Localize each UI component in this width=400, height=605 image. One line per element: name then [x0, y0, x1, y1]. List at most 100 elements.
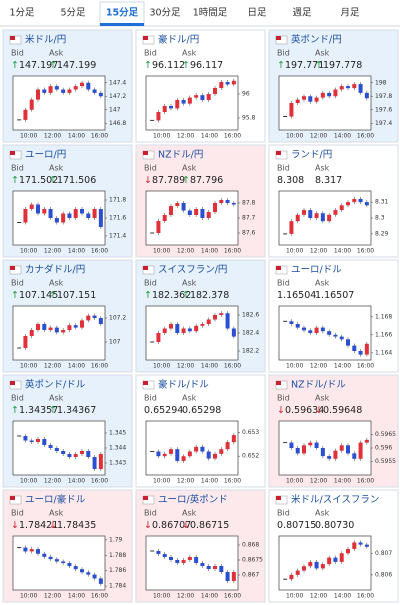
ask-value: ↑96.117	[182, 60, 223, 71]
pair-name[interactable]: ランド/円	[291, 150, 332, 161]
y-tick-label: 1.344	[109, 445, 126, 452]
candle	[67, 89, 72, 93]
x-tick-label: 16:00	[357, 363, 374, 370]
pair-name[interactable]: 豪ドル/円	[158, 34, 199, 46]
x-tick-label: 14:00	[334, 248, 351, 255]
x-tick-label: 14:00	[68, 593, 85, 600]
candle	[73, 86, 78, 90]
candle	[92, 209, 97, 218]
candle	[213, 566, 217, 569]
ask-arrow: ↓	[49, 520, 57, 531]
bid-value: ↑182.362	[144, 290, 191, 301]
chart-bg	[145, 75, 239, 131]
pair-name[interactable]: ユーロ/豪ドル	[25, 494, 86, 506]
candle	[320, 448, 325, 457]
x-tick-label: 10:00	[20, 478, 37, 485]
x-tick-label: 12:00	[310, 133, 327, 140]
candle	[42, 439, 47, 445]
x-tick-label: 14:00	[334, 363, 351, 370]
candle	[169, 106, 173, 109]
bid-value: ↑107.145	[11, 290, 58, 301]
x-tick-label: 12:00	[44, 478, 61, 485]
y-tick-label: 1.166	[375, 331, 392, 338]
candle	[339, 336, 344, 340]
y-tick-label: 1.79	[109, 536, 123, 543]
pair-name[interactable]: 豪ドル/ドル	[158, 379, 209, 391]
candle	[61, 89, 66, 93]
ask-arrow: ↑	[49, 175, 57, 186]
candle	[86, 82, 91, 90]
pair-name[interactable]: ユーロ/英ポンド	[158, 494, 228, 506]
ask-arrow: ↓	[182, 520, 190, 531]
tab[interactable]: 5分足	[60, 8, 86, 19]
ask-number: 8.317	[315, 175, 342, 186]
ask-value: 0.65298	[182, 405, 221, 416]
tab[interactable]: 月足	[340, 8, 360, 19]
tab[interactable]: 1分足	[9, 8, 35, 19]
tab[interactable]: 日足	[247, 8, 267, 19]
tab[interactable]: 15分足	[106, 7, 139, 19]
candle	[162, 328, 167, 333]
pair-name[interactable]: NZドル/円	[158, 150, 203, 161]
ask-arrow: ↑	[182, 175, 190, 186]
ask-arrow: ↑	[182, 290, 190, 301]
candle	[36, 324, 40, 330]
y-tick-label: 1.343	[109, 460, 126, 467]
ask-number: 107.151	[57, 290, 96, 301]
candle	[181, 456, 186, 461]
pair-name[interactable]: ユーロ/円	[25, 150, 66, 161]
y-tick-label: 198	[375, 79, 387, 86]
ask-number: 197.778	[323, 60, 362, 71]
candle	[219, 566, 224, 572]
bid-label: Bid	[11, 49, 24, 58]
candle	[320, 213, 325, 222]
bid-value: 8.308	[277, 175, 304, 186]
ask-label: Ask	[49, 279, 64, 288]
candle	[289, 221, 294, 234]
chart-bg	[12, 305, 106, 361]
bid-arrow: ↓	[144, 175, 152, 186]
pair-name[interactable]: 米ドル/スイスフラン	[291, 494, 379, 506]
tab[interactable]: 週足	[292, 7, 312, 19]
pair-name[interactable]: 英ポンド/ドル	[25, 379, 86, 391]
flag-mark	[10, 496, 15, 500]
pair-name[interactable]: スイスフラン/円	[158, 265, 227, 276]
flag-mark	[276, 496, 281, 500]
candle	[54, 218, 59, 223]
candle	[231, 572, 236, 581]
bid-value: 1.16504	[277, 290, 316, 301]
y-tick-label: 0.5955	[375, 458, 396, 465]
pair-name[interactable]: NZドル/ドル	[291, 380, 346, 391]
pair-name[interactable]: 米ドル/円	[25, 34, 66, 46]
pair-name[interactable]: 英ポンド/円	[291, 34, 342, 46]
tab[interactable]: 1時間足	[193, 8, 228, 19]
bid-value: ↓0.86707	[144, 520, 191, 531]
candle	[23, 109, 28, 120]
candle	[302, 210, 306, 215]
bid-label: Bid	[277, 394, 290, 403]
candle	[320, 564, 325, 569]
candle	[67, 454, 72, 457]
candle	[29, 99, 34, 110]
candle	[308, 561, 313, 567]
candle	[206, 451, 211, 459]
y-tick-label: 182.6	[242, 312, 259, 319]
bid-number: 0.65294	[144, 405, 183, 416]
ask-number: 0.59648	[323, 405, 362, 416]
tab[interactable]: 30分足	[149, 8, 181, 19]
candle	[289, 442, 294, 448]
bid-arrow: ↓	[11, 520, 19, 531]
pair-name[interactable]: ユーロ/ドル	[291, 265, 342, 276]
ask-label: Ask	[182, 279, 197, 288]
candle	[213, 315, 217, 320]
y-tick-label: 197.8	[375, 93, 392, 100]
x-tick-label: 10:00	[286, 133, 303, 140]
pair-name[interactable]: カナダドル/円	[25, 264, 85, 276]
candle	[364, 544, 369, 547]
bid-label: Bid	[144, 164, 157, 173]
ask-label: Ask	[182, 509, 197, 518]
candle	[36, 89, 40, 100]
candle	[42, 553, 47, 557]
bid-value: ↓0.59634	[277, 405, 324, 416]
candle	[98, 209, 103, 227]
